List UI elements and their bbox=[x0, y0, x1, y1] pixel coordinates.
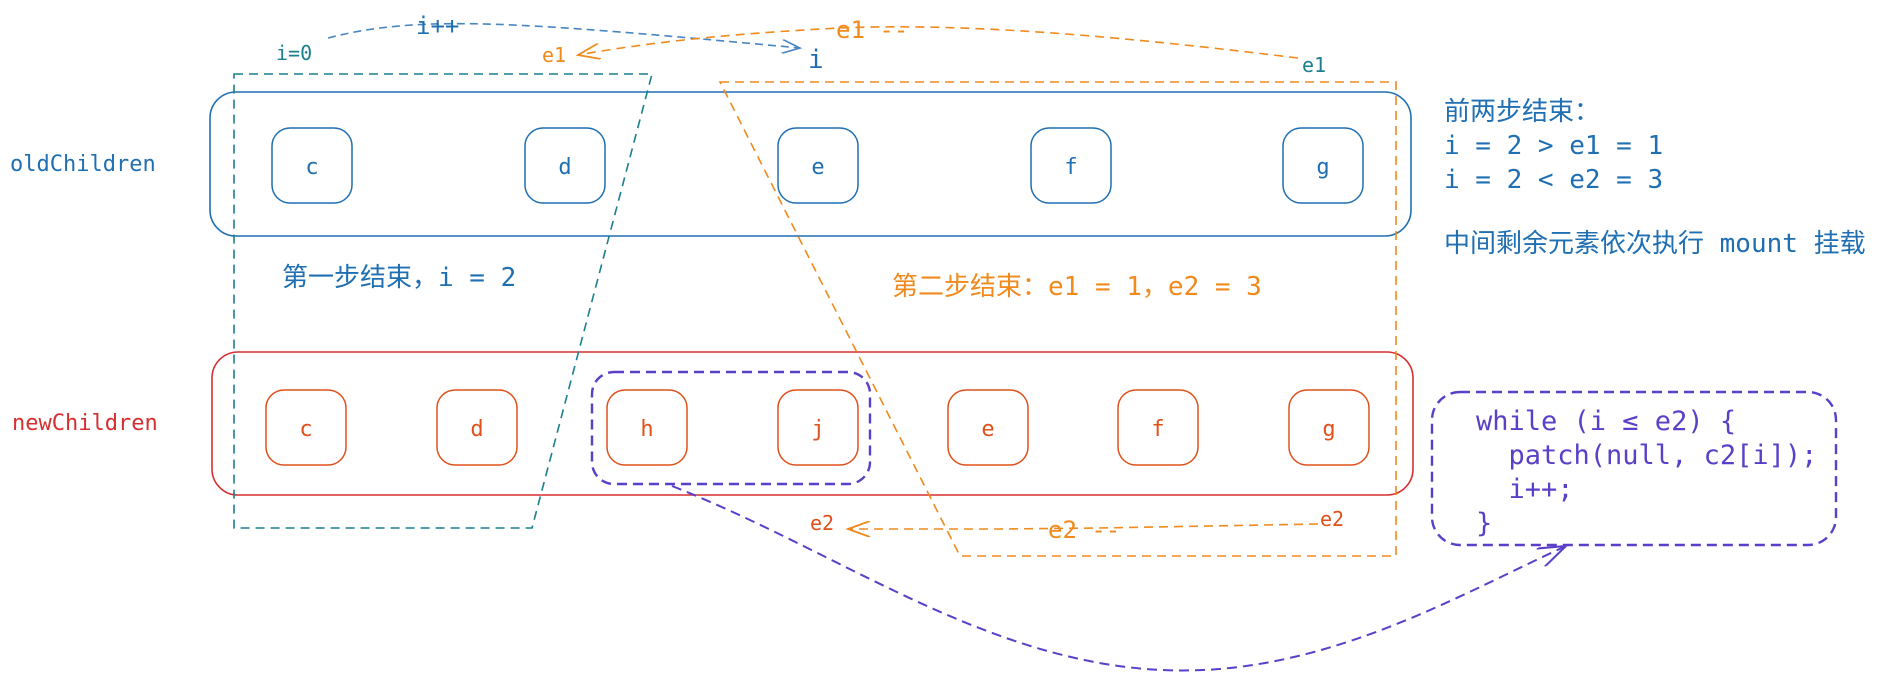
e2-left-label: e2 bbox=[810, 511, 834, 535]
code-box bbox=[1430, 390, 1838, 547]
new-node: f bbox=[1117, 389, 1199, 466]
step1-result: 第一步结束，i = 2 bbox=[282, 263, 516, 293]
new-node-label: d bbox=[470, 417, 483, 442]
new-node-label: f bbox=[1151, 417, 1164, 442]
new-node-label: c bbox=[299, 417, 312, 442]
side-note-line2: i = 2 < e2 = 3 bbox=[1444, 165, 1663, 195]
i-start-label: i=0 bbox=[276, 41, 312, 65]
new-children-container bbox=[211, 351, 1414, 496]
old-node-label: d bbox=[558, 155, 571, 180]
code-line: while (i ≤ e2) { bbox=[1476, 406, 1736, 437]
new-node-label: h bbox=[640, 417, 653, 442]
new-node-label: j bbox=[811, 417, 824, 442]
step2-region bbox=[718, 81, 1397, 557]
old-children-label: oldChildren bbox=[10, 152, 156, 177]
side-note-line1: i = 2 > e1 = 1 bbox=[1444, 131, 1663, 161]
code-line: i++; bbox=[1476, 474, 1574, 505]
step1-region bbox=[233, 73, 654, 529]
new-node: e bbox=[947, 389, 1029, 466]
e1-left-label: e1 bbox=[542, 43, 566, 67]
new-node: h bbox=[606, 389, 688, 466]
new-node: c bbox=[265, 389, 347, 466]
old-node: e bbox=[777, 127, 859, 204]
i-marker-label: i bbox=[808, 45, 824, 75]
old-node: c bbox=[271, 127, 353, 204]
old-node-label: e bbox=[811, 155, 824, 180]
e1-decrement-label: e1 -- bbox=[836, 16, 908, 44]
new-node-label: e bbox=[981, 417, 994, 442]
old-node-label: g bbox=[1316, 155, 1329, 180]
old-children-container bbox=[209, 91, 1412, 237]
new-node-label: g bbox=[1322, 417, 1335, 442]
e2-decrement-label: e2 -- bbox=[1048, 516, 1120, 544]
old-node: g bbox=[1282, 127, 1364, 204]
old-node-label: c bbox=[305, 155, 318, 180]
code-line: } bbox=[1476, 508, 1492, 539]
e2-right-label: e2 bbox=[1320, 507, 1344, 531]
new-node: d bbox=[436, 389, 518, 466]
mount-arrow bbox=[671, 485, 1566, 672]
side-note-title: 前两步结束： bbox=[1444, 97, 1600, 127]
old-node: f bbox=[1030, 127, 1112, 204]
code-line: patch(null, c2[i]); bbox=[1476, 440, 1817, 471]
new-node: j bbox=[777, 389, 859, 466]
i-increment-label: i++ bbox=[416, 12, 459, 40]
remaining-nodes-group bbox=[590, 370, 872, 486]
e1-right-label: e1 bbox=[1302, 53, 1326, 77]
e2-decrement-arrow bbox=[848, 524, 1319, 529]
step2-result: 第二步结束：e1 = 1，e2 = 3 bbox=[892, 272, 1262, 302]
old-node: d bbox=[524, 127, 606, 204]
new-node: g bbox=[1288, 389, 1370, 466]
e1-decrement-arrow bbox=[578, 26, 1299, 58]
old-node-label: f bbox=[1064, 155, 1077, 180]
side-note-line3: 中间剩余元素依次执行 mount 挂载 bbox=[1444, 229, 1866, 259]
new-children-label: newChildren bbox=[12, 411, 158, 436]
